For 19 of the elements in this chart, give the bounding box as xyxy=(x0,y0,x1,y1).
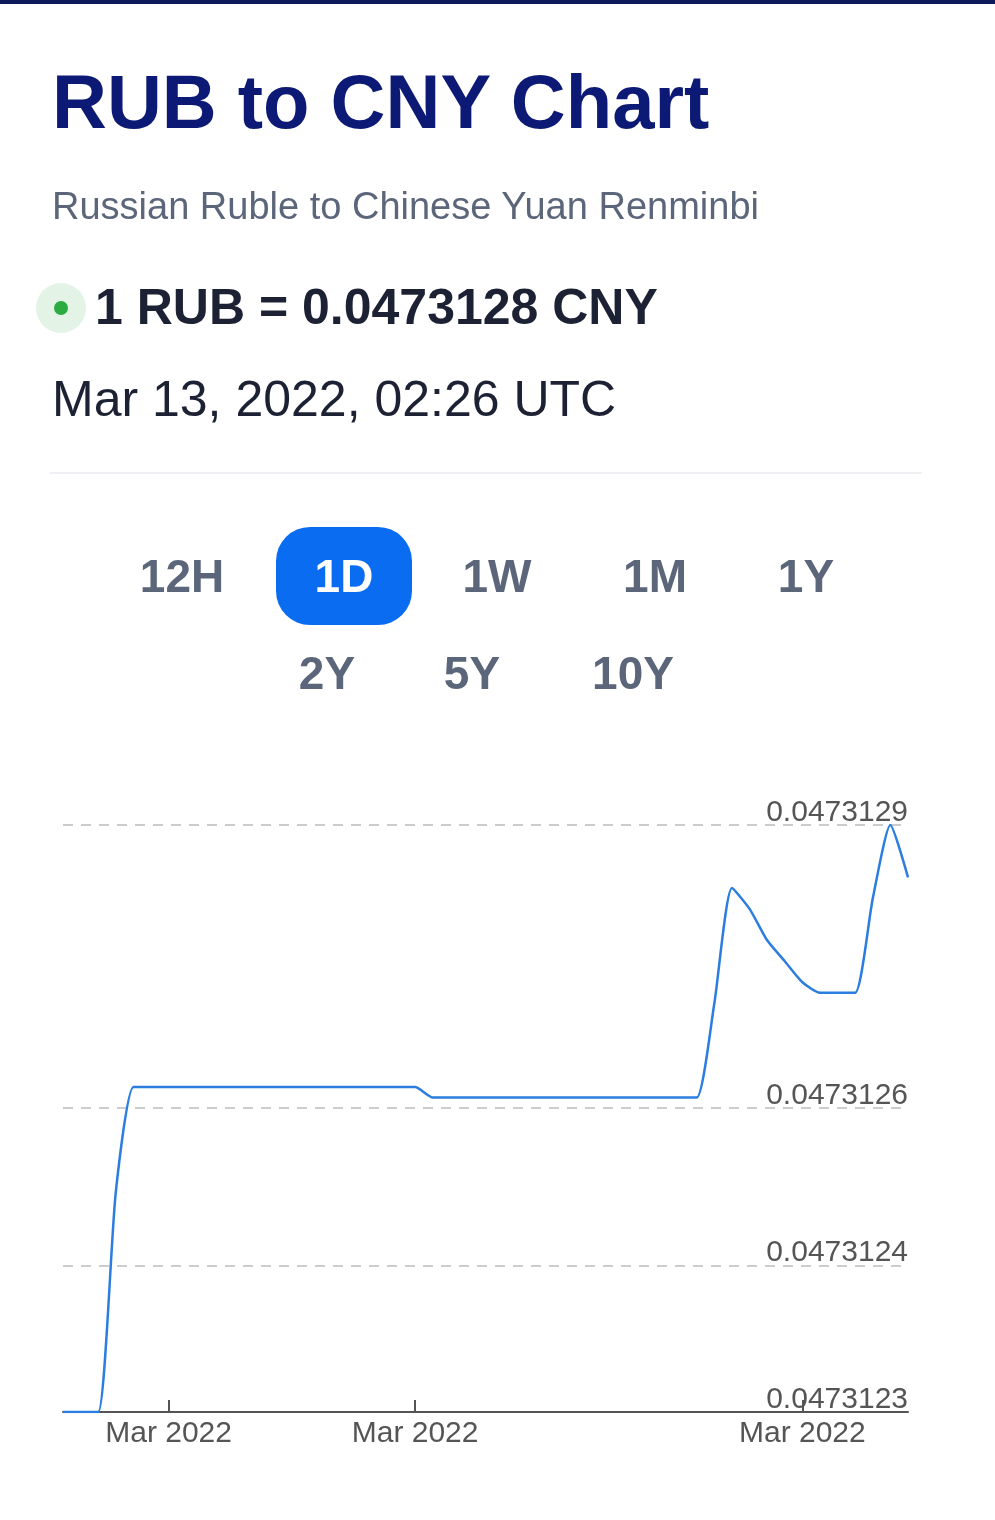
text: 1Y xyxy=(776,549,836,604)
text: 1W xyxy=(461,549,533,604)
y-tick-label: 0.0473129 xyxy=(766,793,908,827)
text: 12H xyxy=(138,549,226,604)
text: 2Y xyxy=(297,646,357,701)
x-tick-label: Mar 2022 xyxy=(105,1414,232,1448)
text: 10Y xyxy=(591,646,675,701)
text: 1D xyxy=(276,527,412,625)
y-tick-label: 0.0473124 xyxy=(766,1233,908,1267)
text: Mar 13, 2022, 02:26 UTC xyxy=(52,370,617,428)
text: 1M xyxy=(622,549,688,604)
y-tick-label: 0.0473126 xyxy=(766,1076,908,1110)
chart-title: RUB to CNY Chart xyxy=(52,58,710,145)
chart-subtitle: Russian Ruble to Chinese Yuan Renminbi xyxy=(52,185,759,228)
text: 5Y xyxy=(442,646,502,701)
y-tick-label: 0.0473123 xyxy=(766,1380,908,1414)
x-tick-label: Mar 2022 xyxy=(351,1414,479,1448)
x-tick-label: Mar 2022 xyxy=(739,1414,866,1448)
text: 1 RUB = 0.0473128 CNY xyxy=(95,278,658,336)
